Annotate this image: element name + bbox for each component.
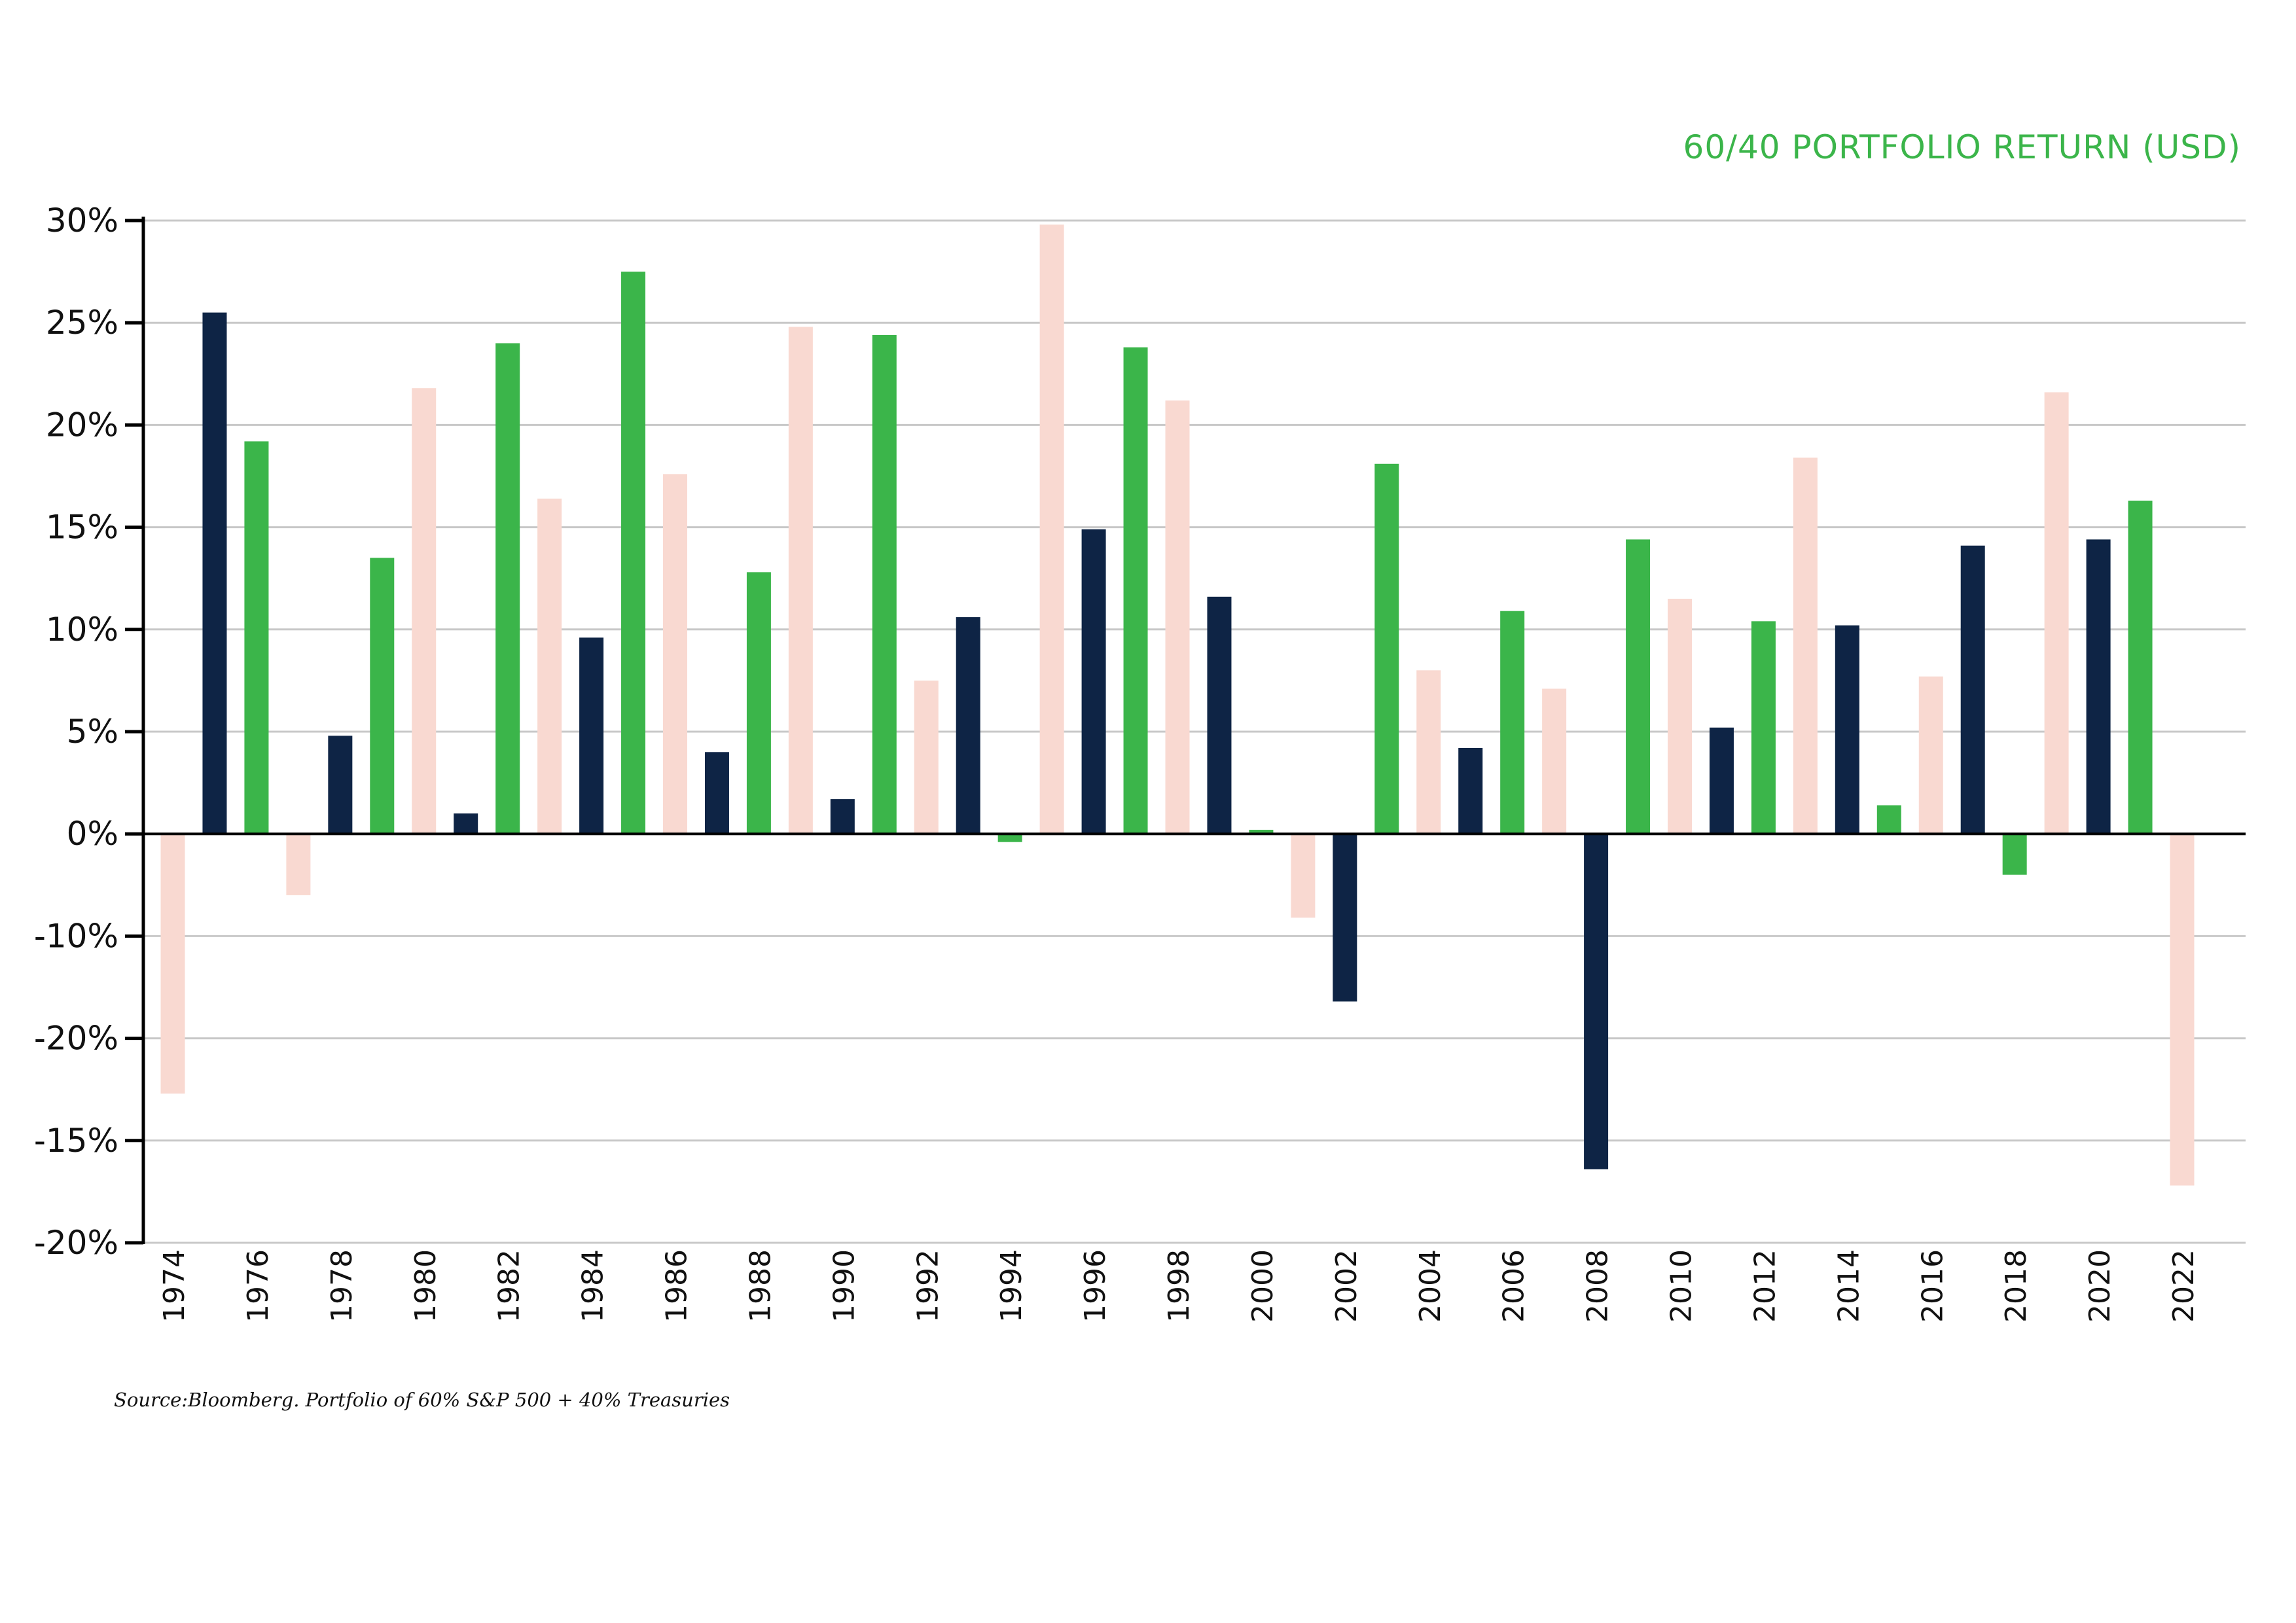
- x-tick-label: 1976: [242, 1249, 275, 1323]
- bar-1989: [788, 327, 813, 834]
- y-tick-label: 5%: [67, 713, 118, 751]
- bar-2015: [1876, 805, 1901, 834]
- bar-1994: [997, 834, 1022, 842]
- x-tick-label: 1978: [325, 1249, 359, 1323]
- y-tick-label: -20%: [34, 1224, 118, 1262]
- x-tick-label: 1996: [1079, 1249, 1112, 1323]
- bar-2013: [1793, 457, 1818, 834]
- x-tick-label: 2010: [1665, 1249, 1698, 1323]
- x-tick-label: 2012: [1748, 1249, 1782, 1323]
- y-tick-label: 30%: [46, 202, 118, 240]
- bar-2019: [2044, 392, 2069, 834]
- bar-1990: [830, 799, 855, 834]
- x-tick-label: 2014: [1832, 1249, 1865, 1323]
- bar-1987: [704, 752, 729, 834]
- bar-2009: [1626, 539, 1651, 834]
- bar-1978: [328, 736, 353, 834]
- x-tick-label: 2006: [1498, 1249, 1531, 1323]
- bar-2021: [2128, 500, 2153, 834]
- source-note: Source:Bloomberg. Portfolio of 60% S&P 5…: [114, 1389, 730, 1411]
- bar-1983: [537, 498, 562, 834]
- x-tick-label: 1998: [1162, 1249, 1196, 1323]
- bar-1995: [1039, 224, 1064, 834]
- bar-1997: [1123, 347, 1148, 834]
- bar-2004: [1416, 670, 1441, 834]
- y-tick-label: 0%: [67, 815, 118, 853]
- bar-2005: [1458, 747, 1483, 834]
- x-tick-label: 2022: [2167, 1249, 2200, 1323]
- x-tick-label: 2008: [1581, 1249, 1615, 1323]
- bar-1998: [1165, 400, 1190, 834]
- bar-2014: [1835, 625, 1859, 834]
- chart-title: 60/40 PORTFOLIO RETURN (USD): [1683, 128, 2241, 166]
- bar-2001: [1291, 834, 1316, 918]
- x-tick-label: 2002: [1330, 1249, 1363, 1323]
- x-tick-label: 1992: [911, 1249, 944, 1323]
- y-tick-label: 10%: [46, 611, 118, 649]
- bar-2003: [1374, 463, 1399, 834]
- bar-1976: [244, 441, 269, 834]
- bar-1991: [872, 334, 897, 834]
- bar-1977: [286, 834, 311, 895]
- bar-2017: [1960, 545, 1985, 834]
- bar-1981: [454, 813, 478, 834]
- bar-1992: [914, 680, 939, 834]
- bar-1980: [412, 388, 437, 834]
- x-tick-label: 2004: [1414, 1249, 1447, 1323]
- bar-2000: [1249, 829, 1274, 834]
- x-tick-label: 2020: [2083, 1249, 2117, 1323]
- bar-1975: [202, 312, 227, 834]
- x-tick-label: 1982: [493, 1249, 526, 1323]
- x-tick-label: 1990: [827, 1249, 861, 1323]
- x-tick-label: 2000: [1246, 1249, 1280, 1323]
- bar-1974: [160, 834, 185, 1094]
- bar-1999: [1207, 596, 1232, 834]
- y-tick-label: -10%: [34, 917, 118, 955]
- y-tick-label: -20%: [34, 1020, 118, 1058]
- bar-1986: [663, 474, 687, 834]
- x-tick-label: 1984: [577, 1249, 610, 1323]
- bar-1984: [579, 637, 604, 834]
- x-tick-label: 2016: [1916, 1249, 1949, 1323]
- bar-2007: [1542, 688, 1567, 834]
- bar-2020: [2086, 539, 2111, 834]
- bar-1985: [621, 272, 646, 834]
- y-tick-label: 20%: [46, 406, 118, 444]
- x-tick-label: 1988: [744, 1249, 777, 1323]
- x-tick-label: 1986: [660, 1249, 694, 1323]
- bar-2012: [1751, 621, 1776, 834]
- y-tick-label: 15%: [46, 508, 118, 546]
- bar-2006: [1500, 611, 1525, 834]
- bar-2008: [1584, 834, 1609, 1169]
- bar-1979: [370, 558, 395, 834]
- y-tick-label: 25%: [46, 304, 118, 342]
- bar-1988: [746, 572, 771, 834]
- bar-1982: [495, 343, 520, 834]
- bar-2018: [2002, 834, 2027, 875]
- bar-2010: [1668, 598, 1692, 834]
- bar-2016: [1918, 676, 1943, 834]
- x-tick-label: 1994: [995, 1249, 1028, 1323]
- bar-2002: [1333, 834, 1357, 1002]
- x-tick-label: 1974: [158, 1249, 191, 1323]
- x-tick-label: 2018: [2000, 1249, 2033, 1323]
- x-tick-label: 1980: [409, 1249, 442, 1323]
- bar-2022: [2170, 834, 2195, 1186]
- bar-1993: [956, 617, 980, 834]
- y-tick-label: -15%: [34, 1122, 118, 1160]
- bar-1996: [1081, 529, 1106, 834]
- bar-2011: [1709, 727, 1734, 834]
